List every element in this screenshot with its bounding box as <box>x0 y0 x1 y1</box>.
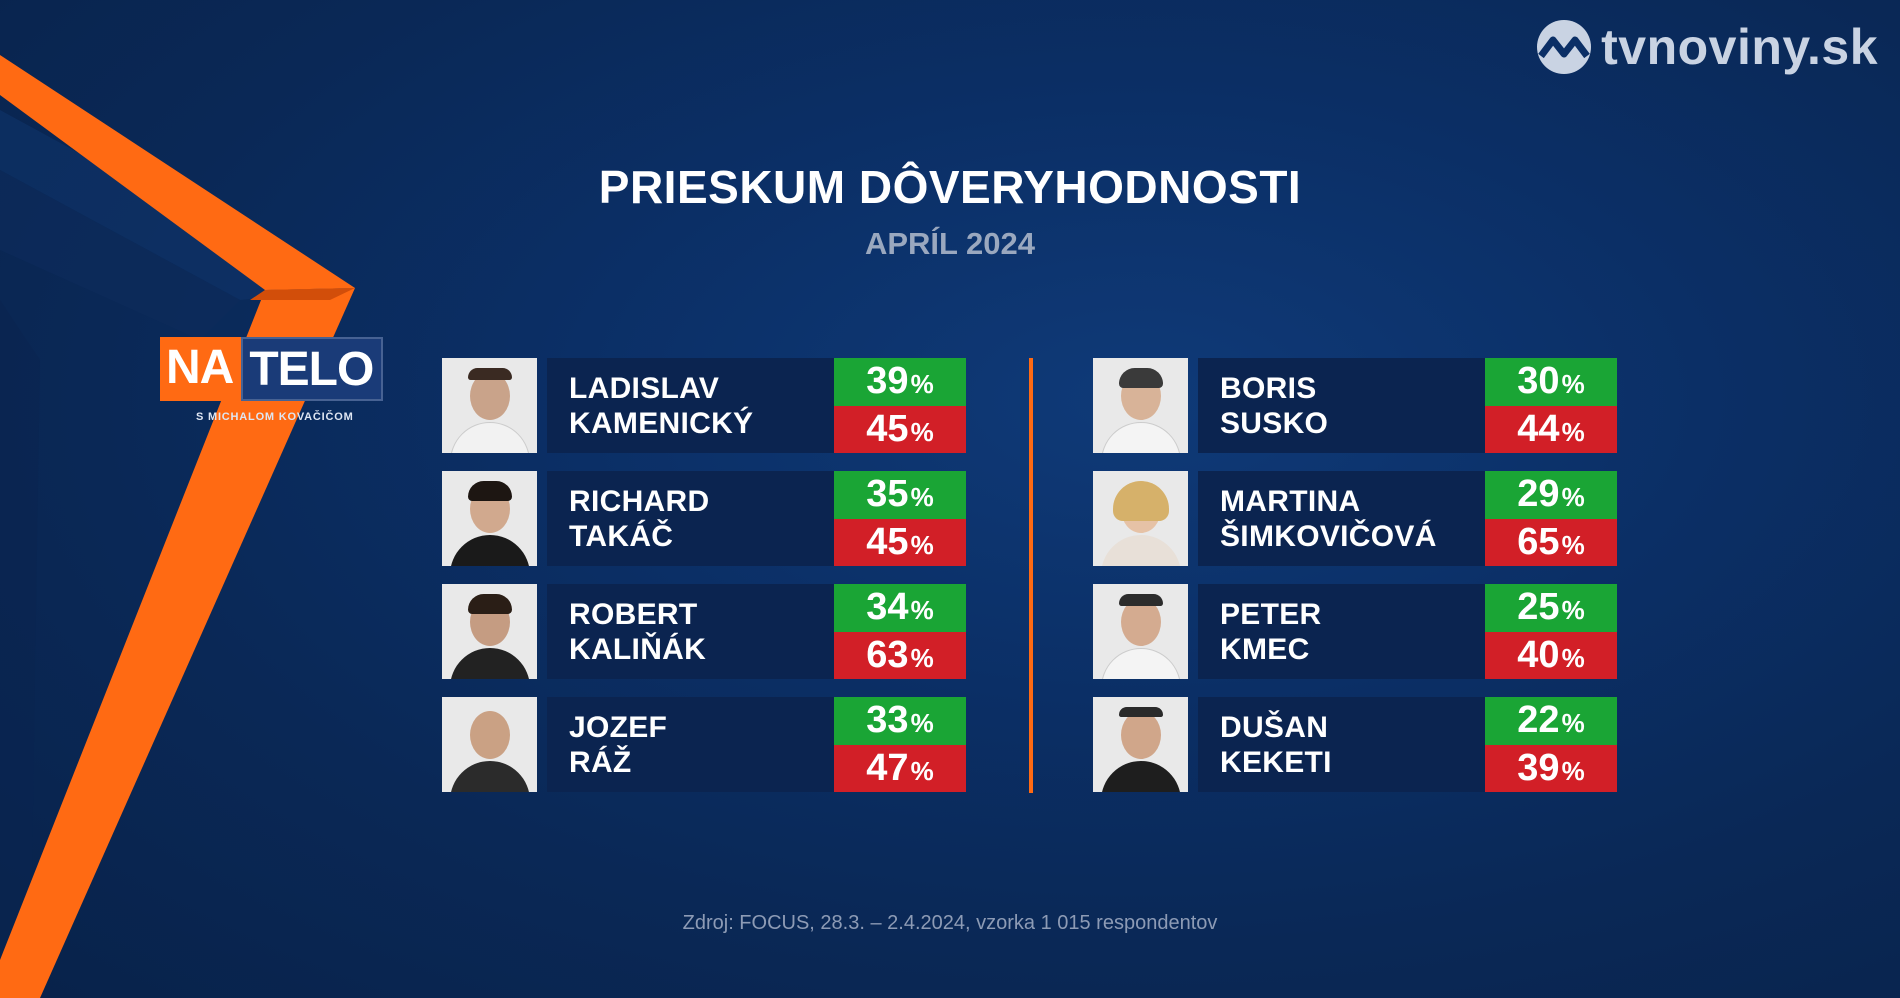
page-title: PRIESKUM DÔVERYHODNOSTI <box>598 161 1302 213</box>
trust-score: 34% <box>834 584 966 632</box>
name-box: LADISLAV KAMENICKÝ <box>547 358 834 453</box>
distrust-score: 47% <box>834 744 966 792</box>
trust-score: 22% <box>1485 697 1617 745</box>
first-name: PETER <box>1220 597 1322 631</box>
name-box: RICHARD TAKÁČ <box>547 471 834 566</box>
distrust-score: 63% <box>834 631 966 679</box>
score-box: 30% 44% <box>1485 358 1617 453</box>
source-note: Zdroj: FOCUS, 28.3. – 2.4.2024, vzorka 1… <box>682 912 1218 934</box>
show-logo: NA TELO <box>160 337 384 401</box>
first-name: ROBERT <box>569 597 698 631</box>
name-box: BORIS SUSKO <box>1198 358 1485 453</box>
score-box: 25% 40% <box>1485 584 1617 679</box>
distrust-score: 44% <box>1485 405 1617 453</box>
score-box: 35% 45% <box>834 471 966 566</box>
last-name: KEKETI <box>1220 745 1332 779</box>
politician-photo <box>1093 471 1188 566</box>
last-name: TAKÁČ <box>569 519 674 553</box>
decorative-chevrons <box>0 55 355 998</box>
last-name: KMEC <box>1220 632 1310 666</box>
score-box: 39% 45% <box>834 358 966 453</box>
politician-row: DUŠAN KEKETI 22% 39% <box>1093 697 1617 792</box>
politician-photo <box>442 358 537 453</box>
politician-row: MARTINA ŠIMKOVIČOVÁ 29% 65% <box>1093 471 1617 566</box>
first-name: LADISLAV <box>569 371 720 405</box>
politician-row: PETER KMEC 25% 40% <box>1093 584 1617 679</box>
distrust-score: 45% <box>834 405 966 453</box>
last-name: SUSKO <box>1220 406 1329 440</box>
politician-row: BORIS SUSKO 30% 44% <box>1093 358 1617 453</box>
distrust-score: 65% <box>1485 518 1617 566</box>
politician-photo <box>1093 358 1188 453</box>
name-box: MARTINA ŠIMKOVIČOVÁ <box>1198 471 1485 566</box>
name-box: ROBERT KALIŇÁK <box>547 584 834 679</box>
first-name: DUŠAN <box>1220 710 1329 744</box>
show-subtitle: S MICHALOM KOVAČIČOM <box>196 411 354 423</box>
politician-photo <box>442 471 537 566</box>
politician-photo <box>442 697 537 792</box>
right-column: BORIS SUSKO 30% 44% MARTINA ŠIMKOVIČOVÁ … <box>1093 358 1617 810</box>
name-box: DUŠAN KEKETI <box>1198 697 1485 792</box>
trust-score: 33% <box>834 697 966 745</box>
brand-logo: tvnoviny.sk <box>1537 18 1878 76</box>
first-name: MARTINA <box>1220 484 1361 518</box>
politician-row: JOZEF RÁŽ 33% 47% <box>442 697 966 792</box>
distrust-score: 40% <box>1485 631 1617 679</box>
first-name: JOZEF <box>569 710 668 744</box>
page-subtitle: APRÍL 2024 <box>864 226 1035 261</box>
trust-score: 35% <box>834 471 966 519</box>
score-box: 29% 65% <box>1485 471 1617 566</box>
politician-row: LADISLAV KAMENICKÝ 39% 45% <box>442 358 966 453</box>
score-box: 33% 47% <box>834 697 966 792</box>
score-box: 22% 39% <box>1485 697 1617 792</box>
politician-photo <box>442 584 537 679</box>
trust-score: 29% <box>1485 471 1617 519</box>
politician-row: ROBERT KALIŇÁK 34% 63% <box>442 584 966 679</box>
left-column: LADISLAV KAMENICKÝ 39% 45% RICHARD TAKÁČ… <box>442 358 966 810</box>
trust-score: 39% <box>834 358 966 406</box>
brand-name: tvnoviny.sk <box>1601 19 1878 75</box>
trust-score: 30% <box>1485 358 1617 406</box>
name-box: JOZEF RÁŽ <box>547 697 834 792</box>
tvnoviny-logo-icon <box>1537 20 1592 74</box>
distrust-score: 45% <box>834 518 966 566</box>
politician-row: RICHARD TAKÁČ 35% 45% <box>442 471 966 566</box>
logo-telo: TELO <box>241 337 384 401</box>
politician-photo <box>1093 584 1188 679</box>
first-name: BORIS <box>1220 371 1317 405</box>
column-divider <box>1029 358 1033 793</box>
last-name: ŠIMKOVIČOVÁ <box>1220 519 1437 553</box>
name-box: PETER KMEC <box>1198 584 1485 679</box>
trust-score: 25% <box>1485 584 1617 632</box>
last-name: RÁŽ <box>569 745 632 779</box>
logo-na: NA <box>160 337 242 401</box>
last-name: KALIŇÁK <box>569 632 707 666</box>
score-box: 34% 63% <box>834 584 966 679</box>
first-name: RICHARD <box>569 484 710 518</box>
politician-photo <box>1093 697 1188 792</box>
last-name: KAMENICKÝ <box>569 406 754 440</box>
distrust-score: 39% <box>1485 744 1617 792</box>
